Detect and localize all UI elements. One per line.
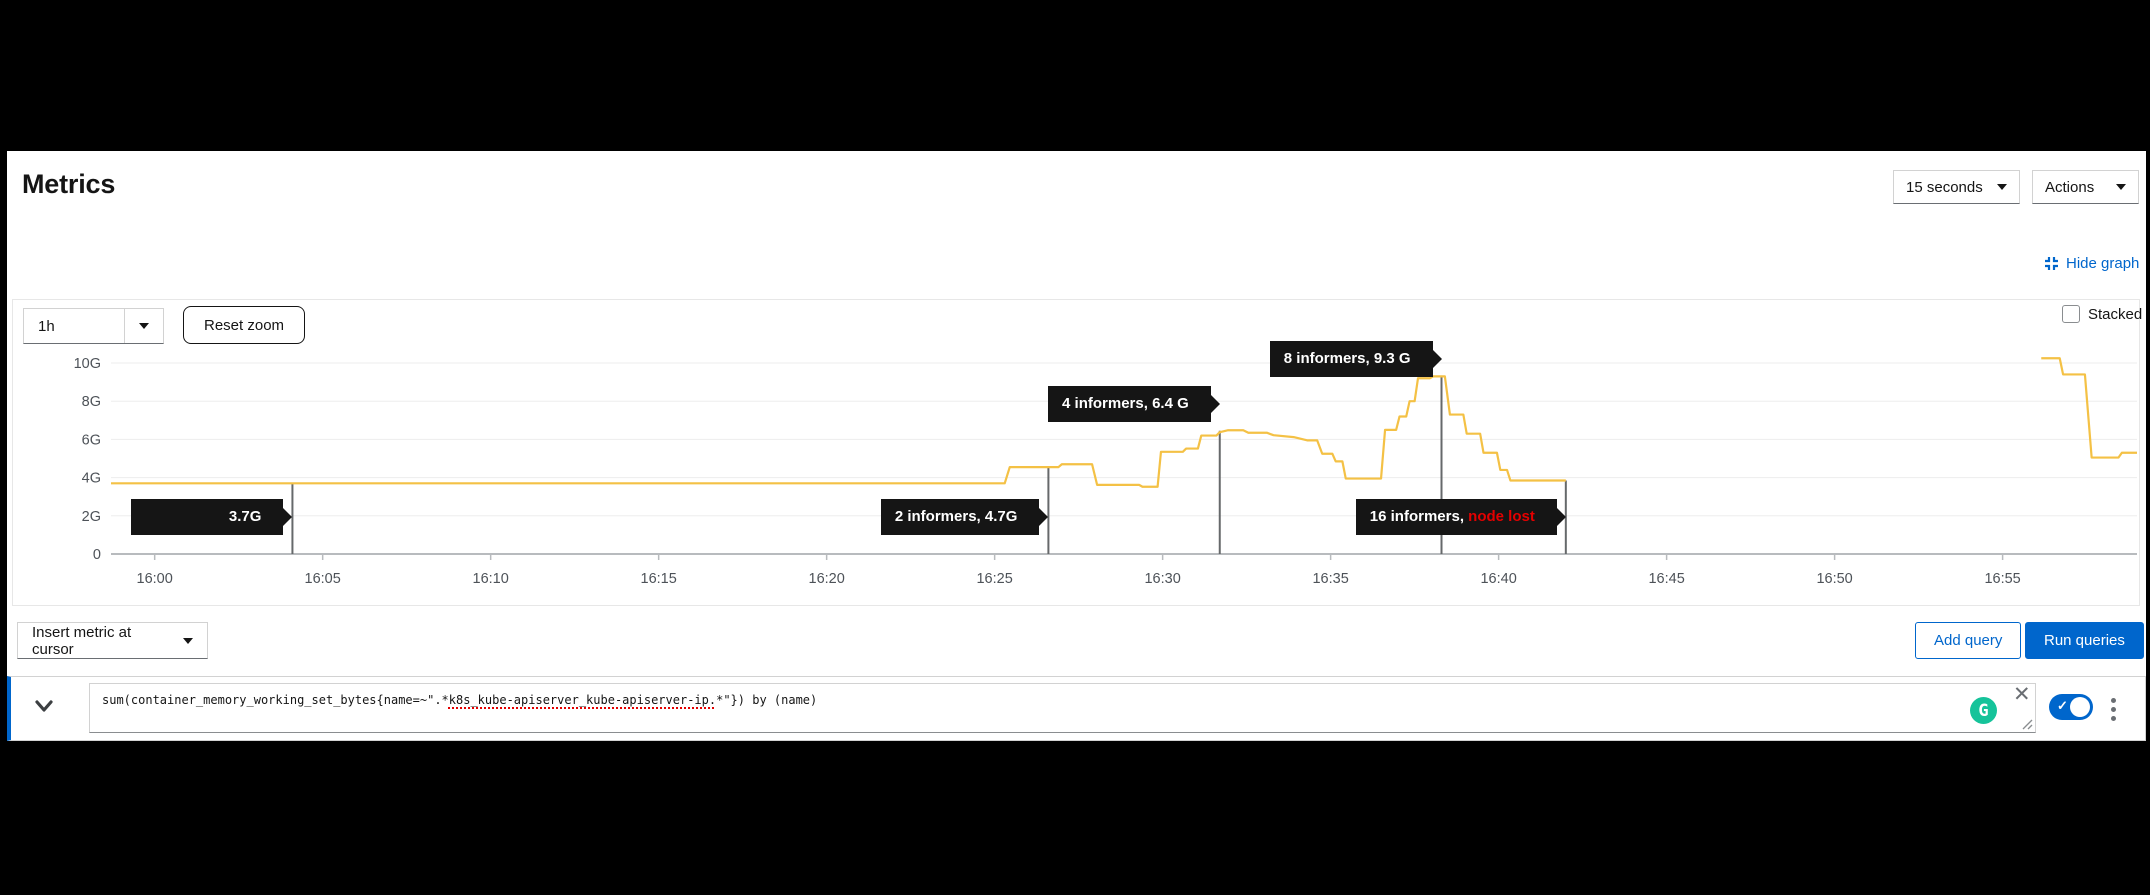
stacked-checkbox-group: Stacked bbox=[2062, 305, 2142, 323]
y-tick-label: 10G bbox=[74, 356, 101, 372]
reset-zoom-button[interactable]: Reset zoom bbox=[183, 306, 306, 344]
metrics-page: Metrics 15 seconds Actions Hide graph 1h… bbox=[7, 151, 2146, 741]
x-tick-label: 16:45 bbox=[1648, 571, 1684, 587]
promql-expression-input[interactable]: sum(container_memory_working_set_bytes{n… bbox=[89, 683, 2036, 733]
toggle-knob bbox=[2070, 697, 2090, 717]
add-query-button[interactable]: Add query bbox=[1915, 622, 2022, 659]
y-tick-label: 8G bbox=[82, 394, 101, 410]
refresh-interval-value: 15 seconds bbox=[1906, 178, 1983, 196]
check-icon: ✓ bbox=[2057, 698, 2068, 713]
time-span-value: 1h bbox=[38, 317, 55, 335]
x-tick-label: 16:25 bbox=[976, 571, 1012, 587]
refresh-interval-dropdown[interactable]: 15 seconds bbox=[1893, 170, 2020, 204]
compress-icon bbox=[2045, 257, 2058, 270]
x-tick-label: 16:20 bbox=[809, 571, 845, 587]
y-tick-label: 0 bbox=[93, 547, 101, 563]
graph-panel: 1h Reset zoom Stacked 0 2G 4G 6G 8G 10G 16:00 1… bbox=[12, 299, 2142, 606]
x-tick-label: 16:00 bbox=[137, 571, 173, 587]
page-title: Metrics bbox=[22, 169, 116, 199]
series-line bbox=[111, 375, 1566, 488]
x-tick-label: 16:55 bbox=[1984, 571, 2020, 587]
x-tick-label: 16:15 bbox=[641, 571, 677, 587]
chevron-down-icon bbox=[139, 323, 149, 329]
x-tick-label: 16:05 bbox=[305, 571, 341, 587]
stacked-label: Stacked bbox=[2088, 305, 2143, 323]
query-collapse-chevron-icon[interactable] bbox=[33, 699, 55, 715]
query-enabled-toggle[interactable]: ✓ bbox=[2049, 694, 2093, 720]
x-tick-label: 16:30 bbox=[1144, 571, 1180, 587]
textarea-resize-handle[interactable] bbox=[2022, 719, 2033, 730]
insert-metric-dropdown[interactable]: Insert metric at cursor bbox=[17, 622, 208, 659]
x-tick-label: 16:10 bbox=[473, 571, 509, 587]
hide-graph-link[interactable]: Hide graph bbox=[2044, 255, 2139, 272]
stacked-checkbox[interactable] bbox=[2062, 305, 2080, 323]
x-tick-label: 16:40 bbox=[1480, 571, 1516, 587]
run-queries-button[interactable]: Run queries bbox=[2025, 622, 2144, 659]
x-tick-label: 16:35 bbox=[1312, 571, 1348, 587]
series-line bbox=[2041, 357, 2137, 459]
chevron-down-icon bbox=[183, 637, 193, 644]
actions-label: Actions bbox=[2045, 178, 2095, 196]
x-tick-label: 16:50 bbox=[1816, 571, 1852, 587]
y-tick-label: 4G bbox=[82, 471, 101, 487]
query-row: sum(container_memory_working_set_bytes{n… bbox=[7, 676, 2146, 741]
expression-text-misspelled: k8s_kube-apiserver_kube-apiserver-ip. bbox=[448, 693, 717, 707]
insert-metric-label: Insert metric at cursor bbox=[32, 623, 132, 658]
time-span-select[interactable]: 1h bbox=[23, 308, 164, 344]
y-tick-label: 6G bbox=[82, 432, 101, 448]
y-tick-label: 2G bbox=[82, 509, 101, 525]
metrics-line-chart: 0 2G 4G 6G 8G 10G 16:00 16:05 16:10 16:15 16:20 16:… bbox=[74, 356, 2137, 587]
chevron-down-icon bbox=[2116, 184, 2126, 190]
query-kebab-menu[interactable] bbox=[2111, 694, 2116, 725]
actions-dropdown[interactable]: Actions bbox=[2032, 170, 2139, 204]
clear-query-icon[interactable]: ✕ bbox=[2013, 683, 2031, 706]
chevron-down-icon bbox=[1997, 184, 2007, 190]
expression-text: *"}) by (name) bbox=[716, 693, 818, 707]
expression-text: sum(container_memory_working_set_bytes{n… bbox=[102, 693, 449, 707]
grammarly-icon[interactable]: G bbox=[1970, 697, 1997, 724]
hide-graph-label: Hide graph bbox=[2066, 255, 2140, 272]
